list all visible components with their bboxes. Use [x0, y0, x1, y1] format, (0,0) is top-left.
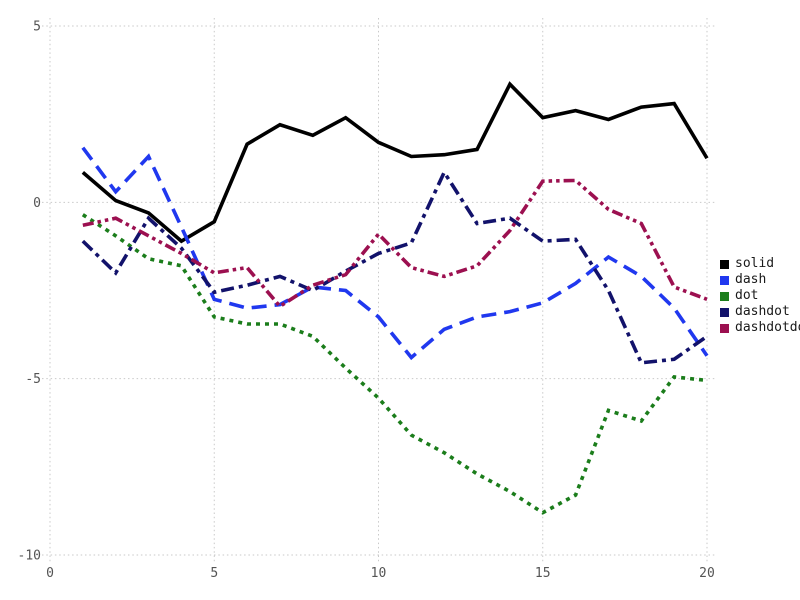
legend-swatch-dot: [720, 291, 729, 301]
legend-swatch-dash: [720, 275, 729, 285]
legend-item-solid: solid: [720, 256, 800, 272]
series-line-dot: [81, 213, 708, 515]
x-tick-label: 0: [46, 566, 54, 581]
legend-label-dot: dot: [735, 288, 759, 303]
x-tick-label: 15: [535, 566, 551, 581]
x-tick-label: 10: [371, 566, 387, 581]
y-tick-label: 5: [33, 20, 41, 35]
y-tick-label: -5: [25, 372, 41, 387]
series-line-dashdotdot: [82, 178, 708, 309]
y-tick-label: 0: [33, 196, 41, 211]
legend-swatch-dashdotdot: [720, 323, 729, 333]
x-tick-label: 20: [699, 566, 715, 581]
legend: soliddashdotdashdotdashdotdot: [720, 256, 800, 336]
legend-label-dashdot: dashdot: [735, 304, 790, 319]
legend-item-dash: dash: [720, 272, 800, 288]
series-line-dash: [81, 146, 709, 361]
legend-swatch-solid: [720, 259, 729, 269]
legend-item-dashdot: dashdot: [720, 304, 800, 320]
legend-label-solid: solid: [735, 256, 775, 271]
legend-label-dashdotdot: dashdotdot: [735, 320, 800, 335]
series-line-dashdot: [81, 168, 709, 365]
x-tick-label: 5: [210, 566, 218, 581]
y-tick-label: -10: [18, 549, 41, 564]
legend-item-dashdotdot: dashdotdot: [720, 320, 800, 336]
legend-swatch-dashdot: [720, 307, 729, 317]
legend-label-dash: dash: [735, 272, 767, 287]
legend-item-dot: dot: [720, 288, 800, 304]
